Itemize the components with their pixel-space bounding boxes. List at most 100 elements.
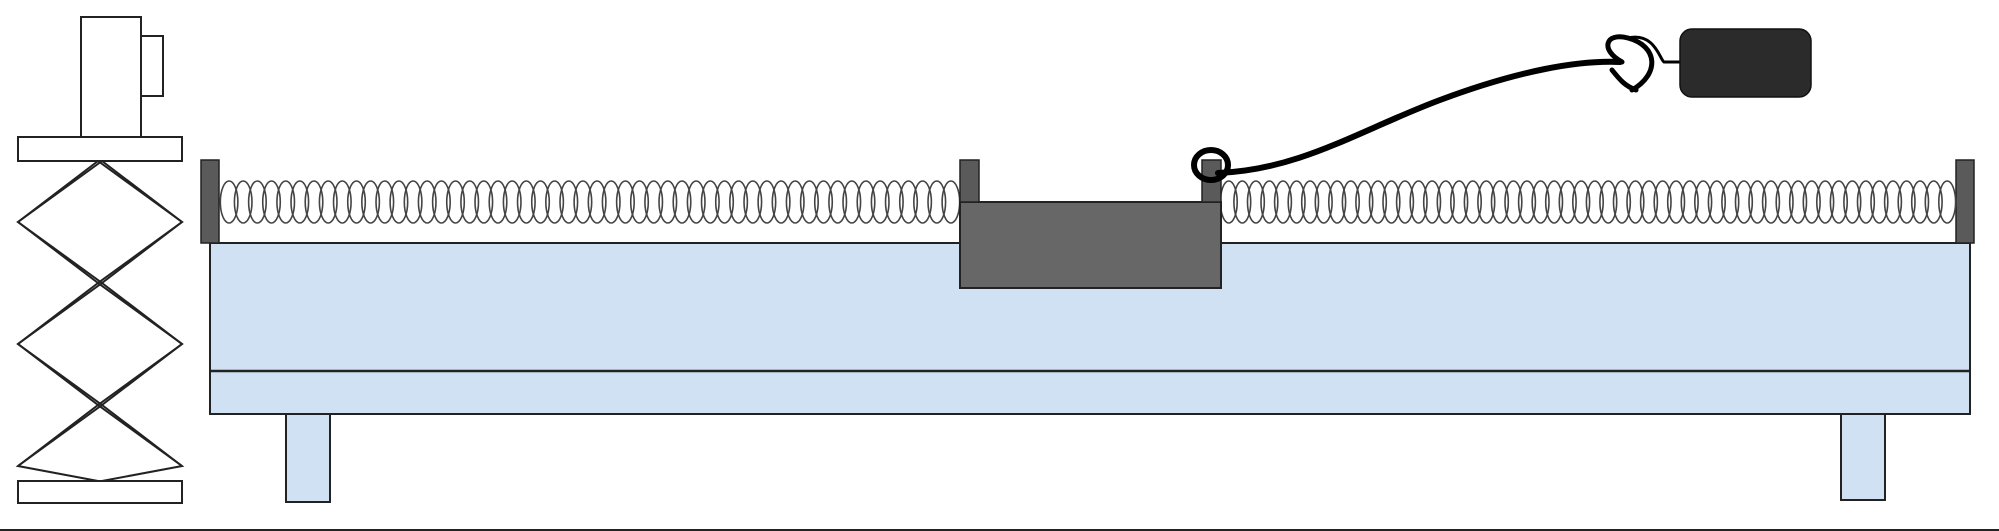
right-spring <box>1219 180 1957 224</box>
spring-coil <box>460 180 480 224</box>
spring-coil <box>799 180 819 224</box>
spring-coil <box>1260 180 1279 224</box>
spring-coil <box>1775 180 1794 224</box>
spring-coil <box>1721 180 1740 224</box>
spring-coil <box>219 180 239 224</box>
scissor-arms-left-2 <box>16 160 104 467</box>
spring-coil <box>1734 180 1754 224</box>
scissor-arms-right <box>100 160 185 482</box>
spring-coil <box>1802 180 1821 224</box>
spring-coil <box>1843 180 1862 224</box>
spring-coil <box>445 180 466 224</box>
scissor-arms-left <box>15 160 100 482</box>
spring-coil <box>559 180 579 224</box>
spring-coil <box>1463 180 1483 224</box>
spring-coil <box>771 180 791 224</box>
glider-cart <box>959 159 1222 289</box>
spring-coil <box>1477 180 1496 224</box>
spring-coil <box>1287 180 1306 224</box>
string-to-mass <box>1627 35 1680 64</box>
spring-coil <box>431 180 451 224</box>
spring-coil <box>1341 180 1361 224</box>
spring-coil <box>1883 180 1903 224</box>
spring-coil <box>417 180 437 224</box>
lift-top-plate <box>17 136 183 162</box>
spring-coil <box>1544 180 1564 224</box>
spring-coil <box>1531 180 1550 224</box>
spring-coil <box>290 180 310 224</box>
cart-left-flag <box>959 159 980 203</box>
spring-coil <box>743 180 763 224</box>
spring-coil <box>1355 180 1374 224</box>
spring-coil <box>1653 180 1672 224</box>
spring-coil <box>672 180 692 224</box>
spring-coil <box>474 180 494 224</box>
spring-coil <box>686 180 706 224</box>
spring-coil <box>375 180 395 224</box>
sensor-body <box>80 16 142 138</box>
spring-coil <box>884 180 904 224</box>
spring-coil <box>941 180 961 224</box>
spring-coil <box>233 180 253 224</box>
lift-bottom-plate <box>17 480 183 504</box>
spring-coil <box>1300 180 1320 224</box>
spring-coil <box>1246 180 1266 224</box>
spring-coil <box>813 180 834 224</box>
spring-coil <box>346 180 367 224</box>
spring-coil <box>488 180 508 224</box>
spring-coil <box>1504 180 1523 224</box>
spring-coil <box>714 180 735 224</box>
spring-coil <box>1558 180 1577 224</box>
spring-coil <box>1639 180 1659 224</box>
hanging-mass <box>1679 28 1812 98</box>
spring-coil <box>389 180 409 224</box>
spring-coil <box>1897 180 1916 224</box>
spring-coil <box>1273 180 1293 224</box>
scissor-lift <box>15 16 185 504</box>
spring-coil <box>1748 180 1767 224</box>
spring-coil <box>828 180 848 224</box>
spring-coil <box>842 180 862 224</box>
spring-coil <box>1490 180 1510 224</box>
spring-coil <box>1680 180 1699 224</box>
scissor-arms-right-2 <box>96 160 184 467</box>
spring-coil <box>927 180 947 224</box>
spring-coil <box>615 180 635 224</box>
spring-coil <box>898 180 919 224</box>
spring-coil <box>587 180 607 224</box>
spring-coil <box>601 180 621 224</box>
spring-coil <box>1626 180 1645 224</box>
spring-coil <box>1829 180 1849 224</box>
cart-body <box>959 201 1222 289</box>
spring-coil <box>1395 180 1415 224</box>
spring-coil <box>1788 180 1808 224</box>
spring-coil <box>1327 180 1347 224</box>
spring-coil <box>573 180 593 224</box>
spring-coil <box>870 180 890 224</box>
spring-coil <box>247 180 267 224</box>
spring-coil <box>1422 180 1442 224</box>
spring-coil <box>1870 180 1889 224</box>
spring-coil <box>1761 180 1781 224</box>
spring-coil <box>1937 180 1957 224</box>
spring-coil <box>332 180 352 224</box>
spring-coil <box>1815 180 1835 224</box>
track-leg-right <box>1840 413 1886 501</box>
spring-coil <box>785 180 805 224</box>
spring-coil <box>700 180 720 224</box>
spring-coil <box>516 180 536 224</box>
spring-coil <box>856 180 876 224</box>
spring-coil <box>304 180 324 224</box>
spring-coil <box>629 180 650 224</box>
spring-coil <box>1449 180 1469 224</box>
spring-coil <box>1517 180 1537 224</box>
spring-coil <box>1666 180 1686 224</box>
spring-coil <box>658 180 678 224</box>
spring-coil <box>1409 180 1428 224</box>
left-end-post <box>200 159 220 244</box>
spring-coil <box>1585 180 1605 224</box>
spring-coil <box>1924 180 1943 224</box>
spring-coil <box>1599 180 1618 224</box>
